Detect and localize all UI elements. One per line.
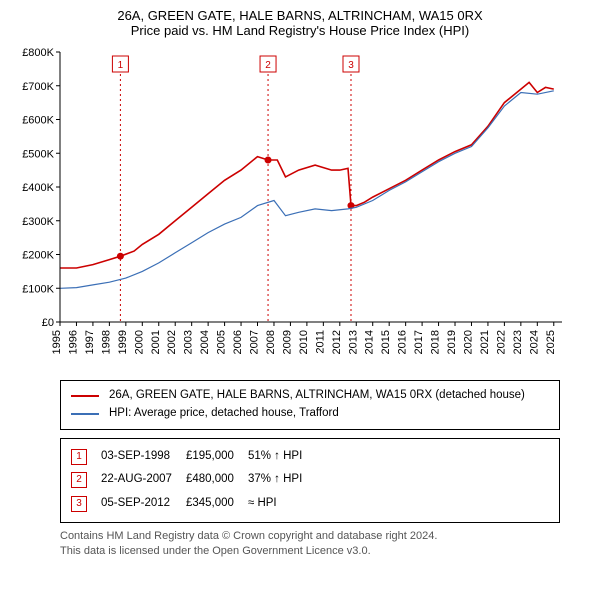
sale-date: 22-AUG-2007: [101, 468, 186, 492]
x-tick-label: 2017: [413, 330, 425, 354]
x-tick-label: 1998: [100, 330, 112, 354]
x-tick-label: 2022: [495, 330, 507, 354]
x-tick-label: 2018: [430, 330, 442, 354]
title-line-1: 26A, GREEN GATE, HALE BARNS, ALTRINCHAM,…: [10, 8, 590, 23]
sale-row: 3 05-SEP-2012£345,000≈ HPI: [71, 492, 316, 516]
y-tick-label: £100K: [22, 283, 54, 295]
x-tick-label: 2010: [298, 330, 310, 354]
y-tick-label: £200K: [22, 250, 54, 262]
y-tick-label: £700K: [22, 81, 54, 93]
x-tick-label: 2025: [545, 330, 557, 354]
sale-delta: ≈ HPI: [248, 492, 316, 516]
sale-price: £480,000: [186, 468, 248, 492]
x-tick-label: 2002: [166, 330, 178, 354]
x-tick-label: 2009: [281, 330, 293, 354]
x-tick-label: 2003: [183, 330, 195, 354]
y-tick-label: £800K: [22, 47, 54, 59]
x-tick-label: 2006: [232, 330, 244, 354]
y-tick-label: £400K: [22, 182, 54, 194]
sale-price: £195,000: [186, 445, 248, 469]
chart-title: 26A, GREEN GATE, HALE BARNS, ALTRINCHAM,…: [10, 8, 590, 38]
legend-item: HPI: Average price, detached house, Traf…: [71, 405, 549, 423]
x-tick-label: 1997: [84, 330, 96, 354]
sale-row: 1 03-SEP-1998£195,00051% ↑ HPI: [71, 445, 316, 469]
x-tick-label: 2019: [446, 330, 458, 354]
title-line-2: Price paid vs. HM Land Registry's House …: [10, 23, 590, 38]
x-tick-label: 2016: [397, 330, 409, 354]
sale-row: 2 22-AUG-2007£480,00037% ↑ HPI: [71, 468, 316, 492]
series-subject: [60, 82, 554, 268]
sale-delta: 37% ↑ HPI: [248, 468, 316, 492]
x-tick-label: 2023: [512, 330, 524, 354]
sale-marker-number: 2: [265, 60, 271, 71]
y-tick-label: £0: [42, 317, 54, 329]
legend-label: 26A, GREEN GATE, HALE BARNS, ALTRINCHAM,…: [109, 387, 525, 405]
sale-date: 05-SEP-2012: [101, 492, 186, 516]
legend: 26A, GREEN GATE, HALE BARNS, ALTRINCHAM,…: [60, 380, 560, 430]
sale-date: 03-SEP-1998: [101, 445, 186, 469]
y-tick-label: £500K: [22, 148, 54, 160]
footnote: Contains HM Land Registry data © Crown c…: [60, 529, 560, 560]
x-tick-label: 2004: [199, 330, 211, 354]
x-tick-label: 2014: [364, 330, 376, 354]
sale-delta: 51% ↑ HPI: [248, 445, 316, 469]
x-tick-label: 1996: [67, 330, 79, 354]
y-tick-label: £600K: [22, 115, 54, 127]
x-tick-label: 1995: [51, 330, 63, 354]
sale-price: £345,000: [186, 492, 248, 516]
legend-swatch: [71, 413, 99, 415]
x-tick-label: 2015: [380, 330, 392, 354]
sale-marker-icon: 3: [71, 496, 87, 512]
sale-marker-icon: 2: [71, 472, 87, 488]
x-tick-label: 2000: [133, 330, 145, 354]
legend-label: HPI: Average price, detached house, Traf…: [109, 405, 339, 423]
footnote-line-1: Contains HM Land Registry data © Crown c…: [60, 529, 560, 544]
sale-marker-number: 3: [348, 60, 354, 71]
x-tick-label: 2005: [216, 330, 228, 354]
x-tick-label: 2007: [249, 330, 261, 354]
price-chart: £0 £100K £200K £300K £400K £500K £600K £700K £80…: [10, 42, 570, 372]
legend-item: 26A, GREEN GATE, HALE BARNS, ALTRINCHAM,…: [71, 387, 549, 405]
sale-marker-icon: 1: [71, 449, 87, 465]
x-tick-label: 2013: [347, 330, 359, 354]
x-tick-label: 2024: [528, 330, 540, 354]
x-tick-label: 2008: [265, 330, 277, 354]
footnote-line-2: This data is licensed under the Open Gov…: [60, 544, 560, 559]
x-tick-label: 1999: [117, 330, 129, 354]
sales-table: 1 03-SEP-1998£195,00051% ↑ HPI 2 22-AUG-200…: [60, 438, 560, 523]
series-hpi: [60, 91, 554, 288]
x-tick-label: 2012: [331, 330, 343, 354]
x-tick-label: 2021: [479, 330, 491, 354]
y-tick-label: £300K: [22, 216, 54, 228]
legend-swatch: [71, 395, 99, 397]
x-tick-label: 2011: [314, 330, 326, 354]
x-tick-label: 2001: [150, 330, 162, 354]
sale-marker-number: 1: [118, 60, 124, 71]
x-tick-label: 2020: [462, 330, 474, 354]
